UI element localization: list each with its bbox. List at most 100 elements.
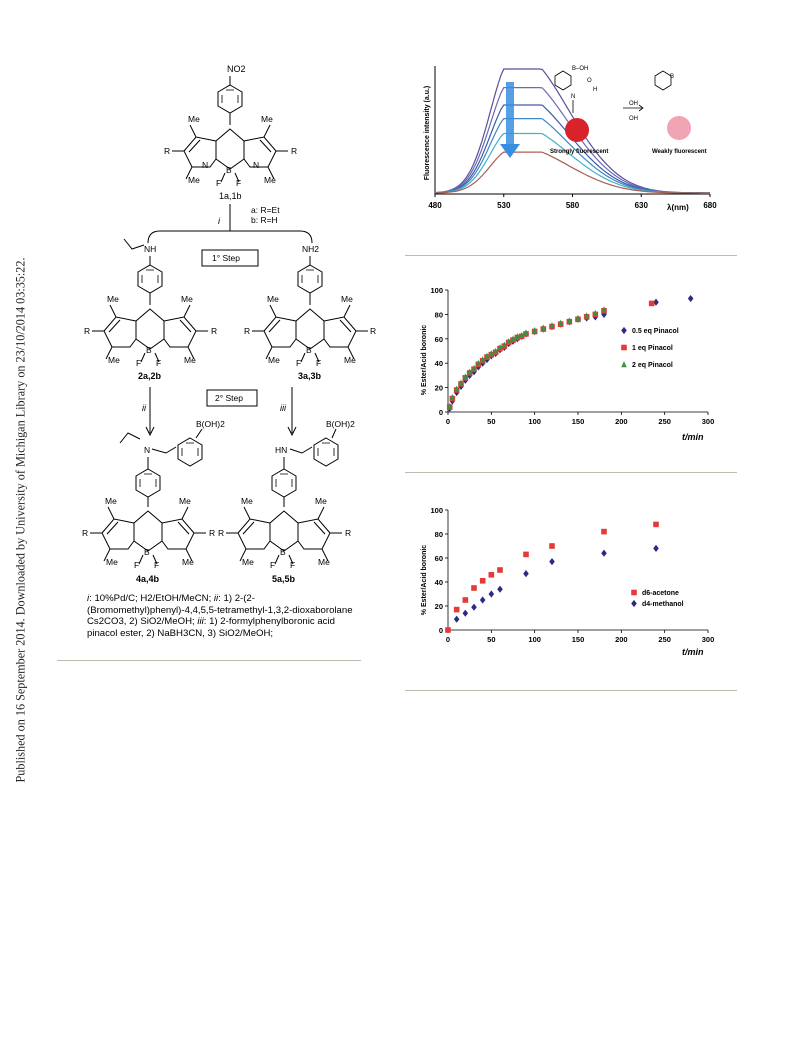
me-label: Me (106, 557, 118, 567)
reagent-iii: iii (280, 403, 287, 413)
x-tick-label: 100 (528, 635, 541, 644)
data-point (453, 606, 460, 613)
data-point (497, 567, 503, 573)
compound-1-label: 1a,1b (219, 191, 242, 201)
y-tick-label: 0 (439, 626, 443, 635)
y-tick-label: 60 (435, 335, 443, 344)
data-point (549, 543, 555, 549)
oh-top-label: OH (629, 101, 638, 107)
x-tick-label: 250 (658, 417, 671, 426)
data-point (510, 335, 516, 342)
y-tick-label: 40 (435, 578, 443, 587)
data-point (518, 331, 525, 338)
data-point (471, 603, 477, 611)
f-label: F (290, 560, 295, 570)
pinacol-ylabel: % Ester/Acid boronic (421, 325, 428, 396)
me-label: Me (268, 355, 280, 365)
data-point (484, 352, 490, 359)
data-point (653, 544, 659, 552)
decrease-arrow-icon (500, 82, 520, 158)
caption-i-label: i (87, 593, 90, 604)
step2-label: 2° Step (215, 393, 243, 403)
y-tick-label: 80 (435, 530, 443, 539)
scheme-caption: i: 10%Pd/C; H2/EtOH/MeCN; ii: 1) 2-(2-(B… (87, 593, 367, 639)
compound-5-label: 5a,5b (272, 574, 296, 584)
me-label: Me (188, 114, 200, 124)
variant-b: b: R=H (251, 215, 278, 225)
fluorescence-x-tick-label: 680 (703, 201, 717, 210)
fluorescence-x-tick-label: 530 (497, 201, 511, 210)
compound-3-structure: NH2 Me Me R R B F F Me Me 3a,3b (244, 244, 376, 381)
caption-ii-label: ii (213, 593, 219, 604)
me-label: Me (315, 496, 327, 506)
y-tick-label: 0 (439, 408, 443, 417)
r-label: R (82, 528, 88, 538)
o-label: O (587, 78, 592, 84)
b-label: B (146, 345, 152, 355)
publication-sidebar: Published on 16 September 2014. Download… (10, 0, 32, 1039)
me-label: Me (341, 294, 353, 304)
me-label: Me (344, 355, 356, 365)
data-point (523, 570, 529, 578)
data-point (501, 341, 508, 348)
data-point (601, 549, 607, 557)
data-point (497, 344, 503, 351)
f-label: F (270, 560, 275, 570)
reagent-ii: ii (142, 403, 147, 413)
caption-iii-label: iii (197, 616, 204, 627)
legend-label: 0.5 eq Pinacol (632, 328, 679, 335)
legend-label: 2 eq Pinacol (632, 362, 673, 369)
mechanism-inset: B–OH O H N Strongly fluorescent OH OH B … (550, 66, 707, 155)
data-point (479, 578, 486, 584)
y-tick-label: 80 (435, 310, 443, 319)
y-tick-label: 60 (435, 554, 443, 563)
x-tick-label: 150 (572, 635, 585, 644)
n-label: N (253, 160, 259, 170)
compound-2-label: 2a,2b (138, 371, 162, 381)
data-point (601, 528, 607, 535)
r-label: R (244, 326, 250, 336)
x-tick-label: 300 (702, 635, 715, 644)
data-point (621, 344, 627, 351)
me-label: Me (108, 355, 120, 365)
compound-4-structure: B(OH)2 N Me Me R R B F F Me Me 4a,4b (82, 419, 225, 584)
me-label: Me (241, 496, 253, 506)
r-label: R (345, 528, 351, 538)
nh2-label: NH2 (302, 244, 319, 254)
x-tick-label: 200 (615, 417, 628, 426)
b-label: B (144, 547, 150, 557)
data-point (631, 589, 637, 596)
data-point (549, 558, 555, 566)
right-divider-1 (405, 255, 737, 256)
y-tick-label: 20 (435, 384, 443, 393)
x-tick-label: 50 (487, 635, 495, 644)
legend-label: d6-acetone (642, 590, 679, 597)
fluorescence-xlabel: λ(nm) (667, 203, 689, 212)
fluorescence-x-tick-label: 630 (635, 201, 649, 210)
r-label: R (164, 146, 170, 156)
data-point (566, 317, 573, 324)
f-label: F (216, 178, 221, 188)
data-point (453, 615, 460, 623)
fluorescence-x-tick-label: 580 (566, 201, 580, 210)
data-point (458, 379, 464, 386)
me-label: Me (107, 294, 119, 304)
data-point (479, 596, 486, 604)
r-label: R (84, 326, 90, 336)
data-point (471, 364, 477, 371)
y-tick-label: 40 (435, 359, 443, 368)
sidebar-text: Published on 16 September 2014. Download… (13, 256, 28, 783)
pinacol-xlabel: t/min (682, 432, 704, 442)
data-point (648, 300, 655, 307)
x-tick-label: 0 (446, 635, 450, 644)
data-point (462, 373, 469, 380)
step1-label: 1° Step (212, 253, 240, 263)
x-tick-label: 150 (572, 417, 585, 426)
data-point (466, 368, 473, 375)
f-label: F (154, 560, 159, 570)
b-label: B (226, 165, 232, 175)
data-point (540, 324, 547, 331)
data-point (653, 521, 659, 528)
data-point (488, 572, 495, 578)
data-point (592, 309, 599, 316)
